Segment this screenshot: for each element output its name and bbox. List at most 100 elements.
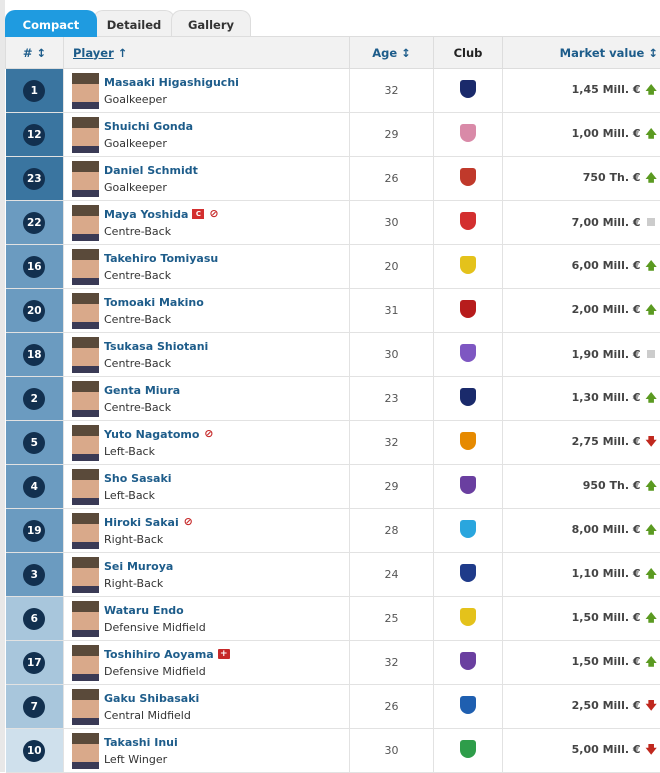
market-value-link[interactable]: 1,00 Mill. € [572, 127, 641, 140]
player-name-link[interactable]: Masaaki Higashiguchi [104, 76, 239, 89]
trend-up-icon: 🡅 [646, 477, 657, 496]
market-value-link[interactable]: 6,00 Mill. € [572, 259, 641, 272]
player-cell: Toshihiro Aoyama+Defensive Midfield [64, 641, 350, 685]
club-crest-icon[interactable] [460, 124, 476, 142]
player-name-link[interactable]: Takehiro Tomiyasu [104, 252, 218, 265]
market-value-link[interactable]: 8,00 Mill. € [572, 523, 641, 536]
player-photo[interactable] [72, 293, 99, 329]
player-name-link[interactable]: Tsukasa Shiotani [104, 340, 208, 353]
club-crest-icon[interactable] [460, 608, 476, 626]
player-age: 20 [350, 245, 434, 289]
player-photo[interactable] [72, 513, 99, 549]
shirt-number: 19 [23, 520, 45, 542]
club-crest-icon[interactable] [460, 256, 476, 274]
player-position: Defensive Midfield [104, 621, 206, 634]
club-crest-icon[interactable] [460, 564, 476, 582]
club-crest-icon[interactable] [460, 476, 476, 494]
club-cell [434, 245, 503, 289]
sort-market-value-header[interactable]: Market value ↕ [503, 37, 660, 69]
player-photo[interactable] [72, 689, 99, 725]
player-name-link[interactable]: Sho Sasaki [104, 472, 172, 485]
market-value-link[interactable]: 950 Th. € [583, 479, 641, 492]
player-name-link[interactable]: Takashi Inui [104, 736, 178, 749]
shirt-number: 12 [23, 124, 45, 146]
player-photo[interactable] [72, 249, 99, 285]
shirt-number: 5 [23, 432, 45, 454]
market-value-link[interactable]: 750 Th. € [583, 171, 641, 184]
player-age: 32 [350, 641, 434, 685]
club-crest-icon[interactable] [460, 652, 476, 670]
player-photo[interactable] [72, 645, 99, 681]
player-photo[interactable] [72, 161, 99, 197]
player-name-link[interactable]: Shuichi Gonda [104, 120, 193, 133]
trend-up-icon: 🡅 [646, 609, 657, 628]
market-value-link[interactable]: 1,10 Mill. € [572, 567, 641, 580]
market-value-link[interactable]: 5,00 Mill. € [572, 743, 641, 756]
sort-number-header[interactable]: # ↕ [6, 37, 64, 69]
market-value-link[interactable]: 2,75 Mill. € [572, 435, 641, 448]
player-photo[interactable] [72, 73, 99, 109]
club-crest-icon[interactable] [460, 696, 476, 714]
trend-down-icon: 🡇 [646, 697, 657, 716]
sort-player-header[interactable]: Player ↑ [64, 37, 350, 69]
club-crest-icon[interactable] [460, 300, 476, 318]
player-photo[interactable] [72, 469, 99, 505]
player-photo[interactable] [72, 557, 99, 593]
player-name-link[interactable]: Daniel Schmidt [104, 164, 198, 177]
player-photo[interactable] [72, 205, 99, 241]
market-value-cell: 1,10 Mill. € 🡅 [503, 553, 660, 597]
market-value-link[interactable]: 1,90 Mill. € [572, 348, 641, 361]
shirt-number-cell: 2 [6, 377, 64, 421]
player-age: 32 [350, 421, 434, 465]
trend-up-icon: 🡅 [646, 389, 657, 408]
club-crest-icon[interactable] [460, 168, 476, 186]
trend-flat-icon [646, 348, 657, 361]
player-photo[interactable] [72, 117, 99, 153]
market-value-link[interactable]: 1,45 Mill. € [572, 83, 641, 96]
player-name-link[interactable]: Tomoaki Makino [104, 296, 204, 309]
club-crest-icon[interactable] [460, 388, 476, 406]
club-crest-icon[interactable] [460, 344, 476, 362]
club-crest-icon[interactable] [460, 432, 476, 450]
player-name-link[interactable]: Genta Miura [104, 384, 180, 397]
player-name-link[interactable]: Toshihiro Aoyama [104, 648, 214, 661]
market-value-link[interactable]: 7,00 Mill. € [572, 216, 641, 229]
player-photo[interactable] [72, 733, 99, 769]
tab-compact[interactable]: Compact [5, 10, 97, 37]
market-value-link[interactable]: 2,50 Mill. € [572, 699, 641, 712]
player-name-link[interactable]: Hiroki Sakai [104, 516, 179, 529]
club-cell [434, 201, 503, 245]
tab-detailed[interactable]: Detailed [93, 10, 175, 37]
player-name-link[interactable]: Yuto Nagatomo [104, 428, 199, 441]
shirt-number: 22 [23, 212, 45, 234]
player-name-link[interactable]: Wataru Endo [104, 604, 184, 617]
shirt-number-cell: 16 [6, 245, 64, 289]
market-value-link[interactable]: 1,50 Mill. € [572, 655, 641, 668]
market-value-link[interactable]: 1,50 Mill. € [572, 611, 641, 624]
player-photo[interactable] [72, 337, 99, 373]
club-crest-icon[interactable] [460, 520, 476, 538]
club-cell [434, 113, 503, 157]
market-value-cell: 1,90 Mill. € [503, 333, 660, 377]
club-crest-icon[interactable] [460, 80, 476, 98]
player-name-link[interactable]: Sei Muroya [104, 560, 173, 573]
player-name-link[interactable]: Gaku Shibasaki [104, 692, 199, 705]
tab-gallery[interactable]: Gallery [171, 10, 251, 37]
player-photo[interactable] [72, 381, 99, 417]
club-crest-icon[interactable] [460, 212, 476, 230]
market-value-link[interactable]: 1,30 Mill. € [572, 391, 641, 404]
player-name-link[interactable]: Maya Yoshida [104, 208, 188, 221]
player-photo[interactable] [72, 601, 99, 637]
market-value-link[interactable]: 2,00 Mill. € [572, 303, 641, 316]
player-photo[interactable] [72, 425, 99, 461]
player-cell: Hiroki Sakai⊘Right-Back [64, 509, 350, 553]
club-crest-icon[interactable] [460, 740, 476, 758]
trend-up-icon: 🡅 [646, 565, 657, 584]
shirt-number-cell: 5 [6, 421, 64, 465]
sort-age-header[interactable]: Age ↕ [350, 37, 434, 69]
ban-icon: ⊘ [203, 429, 214, 439]
